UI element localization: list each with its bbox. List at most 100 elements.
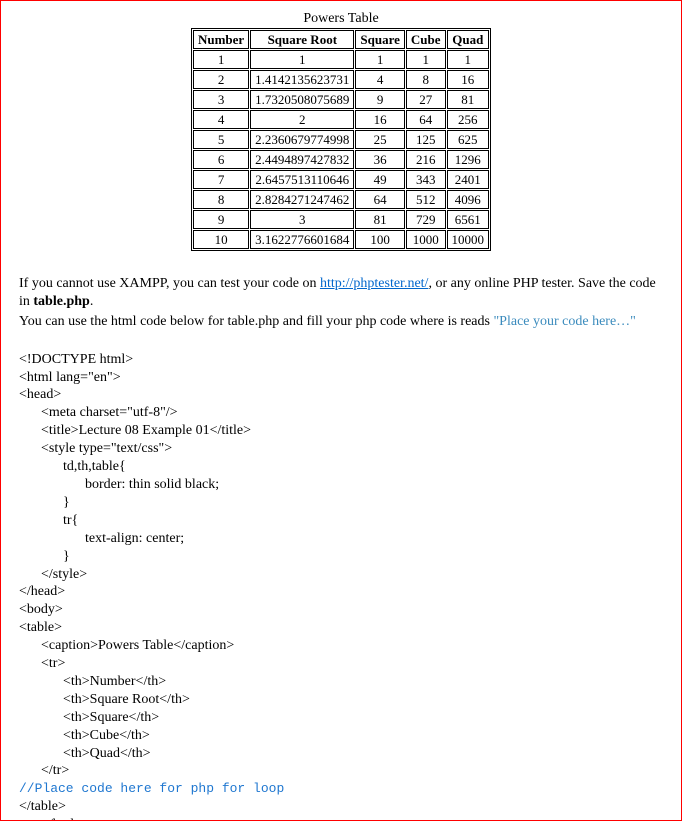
code-line: text-align: center; <box>19 530 663 548</box>
code-line: <th>Square</th> <box>19 709 663 727</box>
code-line: td,th,table{ <box>19 458 663 476</box>
table-row: 93817296561 <box>193 210 489 229</box>
code-line: <title>Lecture 08 Example 01</title> <box>19 422 663 440</box>
instructions-text: If you cannot use XAMPP, you can test yo… <box>19 275 663 821</box>
cell: 1 <box>250 50 354 69</box>
table-row: 103.1622776601684100100010000 <box>193 230 489 249</box>
cell: 4 <box>355 70 405 89</box>
table-row: 11111 <box>193 50 489 69</box>
code-line: <style type="text/css"> <box>19 440 663 458</box>
code-comment: //Place code here for php for loop <box>19 781 284 796</box>
cell: 64 <box>406 110 446 129</box>
cell: 512 <box>406 190 446 209</box>
cell: 216 <box>406 150 446 169</box>
code-line: </tr> <box>19 762 663 780</box>
table-header-row: Number Square Root Square Cube Quad <box>193 30 489 49</box>
cell: 16 <box>355 110 405 129</box>
cell: 3.1622776601684 <box>250 230 354 249</box>
powers-table: Powers Table Number Square Root Square C… <box>191 11 491 251</box>
cell: 25 <box>355 130 405 149</box>
code-line: <th>Number</th> <box>19 673 663 691</box>
cell: 1 <box>406 50 446 69</box>
table-row: 21.41421356237314816 <box>193 70 489 89</box>
code-line: <table> <box>19 620 62 635</box>
cell: 10000 <box>447 230 490 249</box>
cell: 36 <box>355 150 405 169</box>
cell: 8 <box>406 70 446 89</box>
cell: 1296 <box>447 150 490 169</box>
table-row: 72.6457513110646493432401 <box>193 170 489 189</box>
cell: 2.6457513110646 <box>250 170 354 189</box>
table-row: 52.236067977499825125625 <box>193 130 489 149</box>
code-line: <body> <box>19 602 63 617</box>
code-listing: <!DOCTYPE html> <html lang="en"> <head> … <box>19 333 663 821</box>
cell: 3 <box>250 210 354 229</box>
cell: 9 <box>355 90 405 109</box>
cell: 16 <box>447 70 490 89</box>
table-caption: Powers Table <box>191 11 491 28</box>
cell: 100 <box>355 230 405 249</box>
cell: 64 <box>355 190 405 209</box>
cell: 4096 <box>447 190 490 209</box>
cell: 1 <box>193 50 249 69</box>
cell: 2.4494897427832 <box>250 150 354 169</box>
text: . <box>90 294 94 309</box>
cell: 3 <box>193 90 249 109</box>
cell: 1.4142135623731 <box>250 70 354 89</box>
col-square: Square <box>355 30 405 49</box>
cell: 4 <box>193 110 249 129</box>
cell: 6 <box>193 150 249 169</box>
text: If you cannot use XAMPP, you can test yo… <box>19 276 320 291</box>
code-line: <th>Quad</th> <box>19 745 663 763</box>
phptester-link[interactable]: http://phptester.net/ <box>320 276 429 291</box>
cell: 625 <box>447 130 490 149</box>
page-frame: Powers Table Number Square Root Square C… <box>0 0 682 821</box>
cell: 8 <box>193 190 249 209</box>
cell: 256 <box>447 110 490 129</box>
code-line: } <box>19 548 663 566</box>
cell: 1.7320508075689 <box>250 90 354 109</box>
col-sqrt: Square Root <box>250 30 354 49</box>
cell: 27 <box>406 90 446 109</box>
code-line: <caption>Powers Table</caption> <box>19 637 663 655</box>
cell: 6561 <box>447 210 490 229</box>
cell: 5 <box>193 130 249 149</box>
cell: 49 <box>355 170 405 189</box>
col-cube: Cube <box>406 30 446 49</box>
text: You can use the html code below for tabl… <box>19 314 493 329</box>
code-line: <tr> <box>19 655 663 673</box>
cell: 7 <box>193 170 249 189</box>
filename-bold: table.php <box>33 294 89 309</box>
cell: 343 <box>406 170 446 189</box>
cell: 729 <box>406 210 446 229</box>
cell: 2 <box>193 70 249 89</box>
col-number: Number <box>193 30 249 49</box>
cell: 1 <box>447 50 490 69</box>
code-line: <html lang="en"> <box>19 370 121 385</box>
cell: 1000 <box>406 230 446 249</box>
code-line: tr{ <box>19 512 663 530</box>
table-row: 62.4494897427832362161296 <box>193 150 489 169</box>
cell: 2401 <box>447 170 490 189</box>
paragraph-2: You can use the html code below for tabl… <box>19 313 663 331</box>
code-line: </head> <box>19 584 65 599</box>
cell: 1 <box>355 50 405 69</box>
cell: 2.2360679774998 <box>250 130 354 149</box>
code-line: border: thin solid black; <box>19 476 663 494</box>
table-row: 82.8284271247462645124096 <box>193 190 489 209</box>
table-row: 421664256 <box>193 110 489 129</box>
col-quad: Quad <box>447 30 490 49</box>
code-line: <meta charset="utf-8"/> <box>19 404 663 422</box>
code-line: </table> <box>19 799 66 814</box>
cell: 81 <box>447 90 490 109</box>
cell: 125 <box>406 130 446 149</box>
code-line: <!DOCTYPE html> <box>19 352 133 367</box>
code-line: </style> <box>19 566 663 584</box>
cell: 2 <box>250 110 354 129</box>
code-line: } <box>19 494 663 512</box>
cell: 81 <box>355 210 405 229</box>
table-container: Powers Table Number Square Root Square C… <box>19 11 663 251</box>
paragraph-1: If you cannot use XAMPP, you can test yo… <box>19 275 663 311</box>
table-row: 31.732050807568992781 <box>193 90 489 109</box>
code-line: <th>Cube</th> <box>19 727 663 745</box>
